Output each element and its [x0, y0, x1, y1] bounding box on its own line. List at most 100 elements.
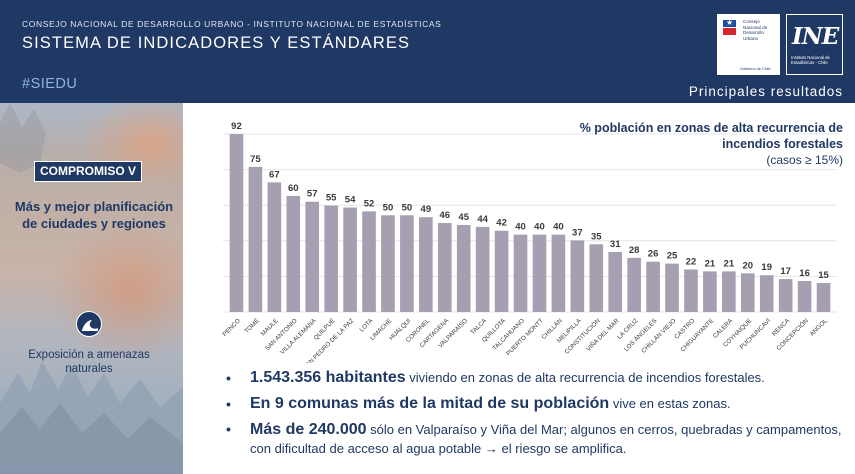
- bar-value-label: 16: [799, 268, 810, 279]
- bar: [646, 261, 660, 312]
- bar-value-label: 57: [307, 189, 318, 200]
- bar-value-label: 60: [288, 183, 299, 194]
- sidebar-panel: COMPROMISO V Más y mejor planificación d…: [0, 103, 183, 474]
- bar-value-label: 42: [496, 218, 507, 229]
- exposure-label: Exposición a amenazas naturales: [28, 349, 150, 375]
- ine-logo: INE Instituto Nacional de Estadísticas -…: [786, 14, 843, 75]
- bar: [381, 215, 395, 312]
- bar: [816, 282, 831, 312]
- bar: [778, 279, 793, 312]
- bar: [286, 195, 301, 312]
- category-label: ANGOL: [809, 317, 830, 338]
- bar-value-label: 37: [572, 227, 583, 238]
- bullet-icon: •: [226, 370, 231, 386]
- bar-value-label: 55: [326, 193, 337, 204]
- finding-3-text: sólo en Valparaíso y Viña del Mar; algun…: [250, 422, 842, 456]
- bar: [343, 207, 357, 312]
- bar: [797, 281, 812, 312]
- bar-value-label: 45: [458, 212, 469, 223]
- bar: [532, 234, 547, 312]
- commitment-goal: Más y mejor planificación de ciudades y …: [14, 199, 174, 231]
- bar: [665, 263, 679, 312]
- gobierno-label: Gobierno de Chile: [740, 67, 771, 71]
- bar-value-label: 17: [780, 266, 791, 277]
- bar: [759, 275, 774, 312]
- bar: [703, 271, 717, 312]
- bar-value-label: 54: [345, 195, 356, 206]
- key-findings: • 1.543.356 habitantes viviendo en zonas…: [224, 368, 844, 458]
- bar-value-label: 50: [383, 202, 394, 213]
- chile-flag-icon: ★: [723, 18, 736, 35]
- finding-3: • Más de 240.000 sólo en Valparaíso y Vi…: [224, 420, 844, 458]
- bar: [305, 201, 320, 312]
- hashtag: #SIEDU: [22, 76, 78, 92]
- chart-title: % población en zonas de alta recurrencia…: [579, 121, 843, 151]
- bar-value-label: 15: [818, 270, 829, 281]
- bar-value-label: 28: [629, 245, 640, 256]
- bar-value-label: 40: [534, 222, 545, 233]
- bar-value-label: 75: [250, 154, 261, 165]
- finding-2-text: vive en estas zonas.: [609, 396, 731, 411]
- bar-value-label: 21: [724, 258, 735, 269]
- bar: [229, 134, 244, 312]
- bar-value-label: 22: [686, 256, 697, 267]
- bar-value-label: 92: [231, 121, 242, 132]
- bar: [324, 205, 338, 312]
- bar-value-label: 21: [705, 258, 716, 269]
- bar-value-label: 50: [402, 202, 413, 213]
- bar: [437, 223, 452, 312]
- bar: [400, 215, 414, 312]
- bar: [589, 244, 604, 312]
- bar-value-label: 25: [667, 251, 678, 262]
- bar: [362, 211, 376, 312]
- commitment-badge: COMPROMISO V: [34, 161, 142, 182]
- bar: [627, 257, 641, 312]
- bar-value-label: 46: [439, 210, 450, 221]
- finding-2: • En 9 comunas más de la mitad de su pob…: [224, 394, 844, 414]
- bar: [740, 273, 755, 312]
- bar-value-label: 20: [742, 260, 753, 271]
- chart-subtitle: (casos ≥ 15%): [766, 153, 843, 167]
- finding-1: • 1.543.356 habitantes viviendo en zonas…: [224, 368, 844, 388]
- bar-value-label: 31: [610, 239, 621, 250]
- category-label: PENCO: [221, 317, 242, 338]
- bar: [267, 182, 282, 312]
- bar: [456, 224, 471, 312]
- bar-value-label: 19: [761, 262, 772, 273]
- system-title: SISTEMA DE INDICADORES Y ESTÁNDARES: [22, 34, 411, 52]
- commitment-label: COMPROMISO V: [39, 164, 136, 178]
- finding-1-highlight: 1.543.356 habitantes: [250, 369, 406, 386]
- bar: [419, 217, 433, 312]
- bar: [570, 240, 585, 312]
- category-label: CHILLÁN VIEJO: [640, 317, 677, 354]
- wave-icon: [76, 311, 102, 337]
- category-label: PUERTO MONTT: [505, 317, 545, 357]
- bullet-icon: •: [226, 421, 231, 437]
- bar: [684, 269, 698, 312]
- forest-fire-background: [0, 103, 183, 474]
- header-bar: CONSEJO NACIONAL DE DESARROLLO URBANO - …: [0, 0, 855, 103]
- bullet-icon: •: [226, 396, 231, 412]
- ine-logo-text: Instituto Nacional de Estadísticas - Chi…: [791, 55, 830, 66]
- bar: [248, 166, 263, 312]
- bar: [513, 234, 528, 312]
- bar-value-label: 52: [364, 198, 375, 209]
- finding-3-highlight: Más de 240.000: [250, 421, 367, 438]
- section-title: Principales resultados: [688, 84, 843, 99]
- bar-value-label: 67: [269, 169, 280, 180]
- bar-value-label: 44: [477, 214, 488, 225]
- ine-mark: INE: [792, 23, 839, 50]
- fire-exposure-chart: 92 75 67 60 57 55 54 52 50 50 49 46 45 44 42 40 40 40 37 35…: [221, 121, 837, 363]
- category-label: LOTA: [358, 317, 375, 334]
- bar: [608, 252, 623, 312]
- bar-value-label: 35: [591, 231, 602, 242]
- cndu-logo-text: Consejo Nacional de Desarrollo Urbano: [743, 19, 768, 41]
- category-label: TOMÉ: [243, 317, 261, 335]
- bar: [551, 234, 566, 312]
- bar-value-label: 49: [421, 204, 432, 215]
- chart-area: 92 75 67 60 57 55 54 52 50 50 49 46 45 44 42 40 40 40 37 35…: [183, 103, 855, 363]
- bar-value-label: 40: [553, 222, 564, 233]
- finding-1-text: viviendo en zonas de alta recurrencia de…: [405, 370, 765, 385]
- bar-value-label: 40: [515, 222, 526, 233]
- bar-value-label: 26: [648, 249, 659, 260]
